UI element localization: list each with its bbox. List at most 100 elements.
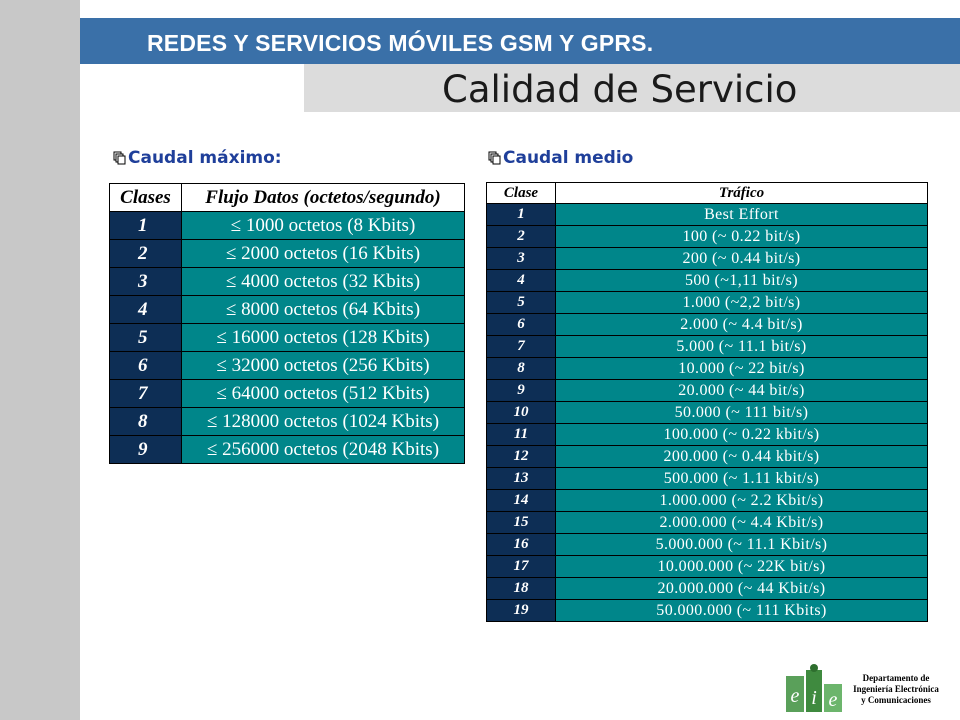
table-row: 6 2.000 (~ 4.4 bit/s) [486,313,928,336]
table-row: 9 20.000 (~ 44 bit/s) [486,379,928,402]
caudal-maximo-table: Clases Flujo Datos (octetos/segundo) 1 ≤ … [109,183,465,464]
value-cell: 200.000 (~ 0.44 kbit/s) [555,445,928,468]
table-row: 8 10.000 (~ 22 bit/s) [486,357,928,380]
department-logo: e i e [784,662,844,714]
caudal-maximo-label: Caudal máximo: [128,148,282,168]
table-row: 16 5.000.000 (~ 11.1 Kbit/s) [486,533,928,556]
column-header-clase: Clase [486,182,556,204]
class-cell: 2 [109,239,182,268]
class-cell: 6 [109,351,182,380]
class-cell: 3 [486,247,556,270]
dept-line: Departamento de [862,673,930,683]
bullet-icon [112,150,126,165]
class-cell: 5 [486,291,556,314]
dept-line: y Comunicaciones [861,695,931,705]
table-row: 1 Best Effort [486,203,928,226]
table-row: 2 ≤ 2000 octetos (16 Kbits) [109,239,465,268]
class-cell: 3 [109,267,182,296]
value-cell: 2.000.000 (~ 4.4 Kbit/s) [555,511,928,534]
table-row: 13 500.000 (~ 1.11 kbit/s) [486,467,928,490]
value-cell: 100 (~ 0.22 bit/s) [555,225,928,248]
table-row: 10 50.000 (~ 111 bit/s) [486,401,928,424]
table-row: 7 5.000 (~ 11.1 bit/s) [486,335,928,358]
class-cell: 10 [486,401,556,424]
table-row: 15 2.000.000 (~ 4.4 Kbit/s) [486,511,928,534]
value-cell: ≤ 2000 octetos (16 Kbits) [181,239,465,268]
table-row: 1 ≤ 1000 octetos (8 Kbits) [109,211,465,240]
class-cell: 17 [486,555,556,578]
value-cell: ≤ 128000 octetos (1024 Kbits) [181,407,465,436]
table-row: 5 ≤ 16000 octetos (128 Kbits) [109,323,465,352]
value-cell: 50.000.000 (~ 111 Kbits) [555,599,928,622]
value-cell: 50.000 (~ 111 bit/s) [555,401,928,424]
value-cell: 200 (~ 0.44 bit/s) [555,247,928,270]
column-header-trafico: Tráfico [555,182,928,204]
value-cell: 5.000 (~ 11.1 bit/s) [555,335,928,358]
class-cell: 4 [109,295,182,324]
value-cell: 20.000 (~ 44 bit/s) [555,379,928,402]
column-header-clases: Clases [109,183,182,212]
class-cell: 9 [109,435,182,464]
value-cell: 500.000 (~ 1.11 kbit/s) [555,467,928,490]
subtitle-banner: Calidad de Servicio [304,64,960,112]
class-cell: 18 [486,577,556,600]
dept-line: Ingeniería Electrónica [853,684,939,694]
table-header-row: Clase Tráfico [486,182,928,204]
table-row: 18 20.000.000 (~ 44 Kbit/s) [486,577,928,600]
value-cell: 100.000 (~ 0.22 kbit/s) [555,423,928,446]
svg-text:i: i [811,687,817,709]
left-side-bar [0,0,80,720]
caudal-medio-label: Caudal medio [503,148,634,168]
class-cell: 4 [486,269,556,292]
table-row: 5 1.000 (~2,2 bit/s) [486,291,928,314]
value-cell: 1.000 (~2,2 bit/s) [555,291,928,314]
value-cell: 5.000.000 (~ 11.1 Kbit/s) [555,533,928,556]
value-cell: ≤ 64000 octetos (512 Kbits) [181,379,465,408]
value-cell: ≤ 1000 octetos (8 Kbits) [181,211,465,240]
table-row: 12 200.000 (~ 0.44 kbit/s) [486,445,928,468]
svg-text:e: e [791,685,800,707]
table-row: 19 50.000.000 (~ 111 Kbits) [486,599,928,622]
class-cell: 6 [486,313,556,336]
value-cell: ≤ 16000 octetos (128 Kbits) [181,323,465,352]
table-row: 14 1.000.000 (~ 2.2 Kbit/s) [486,489,928,512]
caudal-medio-table: Clase Tráfico 1 Best Effort 2 100 (~ 0.22 b… [486,182,928,622]
class-cell: 7 [486,335,556,358]
svg-text:e: e [829,689,838,711]
presentation-title: REDES Y SERVICIOS MÓVILES GSM Y GPRS. [147,30,654,56]
table-row: 7 ≤ 64000 octetos (512 Kbits) [109,379,465,408]
value-cell: 2.000 (~ 4.4 bit/s) [555,313,928,336]
class-cell: 19 [486,599,556,622]
table-row: 3 ≤ 4000 octetos (32 Kbits) [109,267,465,296]
department-name: Departamento de Ingeniería Electrónica y… [838,673,954,706]
class-cell: 9 [486,379,556,402]
value-cell: 1.000.000 (~ 2.2 Kbit/s) [555,489,928,512]
slide-title: Calidad de Servicio [442,68,798,111]
value-cell: 10.000 (~ 22 bit/s) [555,357,928,380]
table-row: 4 500 (~1,11 bit/s) [486,269,928,292]
table-row: 4 ≤ 8000 octetos (64 Kbits) [109,295,465,324]
class-cell: 1 [486,203,556,226]
value-cell: ≤ 256000 octetos (2048 Kbits) [181,435,465,464]
title-banner: REDES Y SERVICIOS MÓVILES GSM Y GPRS. [80,18,960,64]
class-cell: 15 [486,511,556,534]
class-cell: 14 [486,489,556,512]
class-cell: 16 [486,533,556,556]
class-cell: 8 [486,357,556,380]
table-row: 17 10.000.000 (~ 22K bit/s) [486,555,928,578]
value-cell: ≤ 4000 octetos (32 Kbits) [181,267,465,296]
value-cell: 500 (~1,11 bit/s) [555,269,928,292]
class-cell: 2 [486,225,556,248]
value-cell: ≤ 8000 octetos (64 Kbits) [181,295,465,324]
value-cell: ≤ 32000 octetos (256 Kbits) [181,351,465,380]
table-row: 8 ≤ 128000 octetos (1024 Kbits) [109,407,465,436]
class-cell: 1 [109,211,182,240]
class-cell: 8 [109,407,182,436]
table-row: 2 100 (~ 0.22 bit/s) [486,225,928,248]
column-header-flujo: Flujo Datos (octetos/segundo) [181,183,465,212]
caudal-maximo-heading: Caudal máximo: [112,148,282,168]
class-cell: 7 [109,379,182,408]
bullet-icon [487,150,501,165]
caudal-medio-heading: Caudal medio [487,148,633,168]
value-cell: 20.000.000 (~ 44 Kbit/s) [555,577,928,600]
